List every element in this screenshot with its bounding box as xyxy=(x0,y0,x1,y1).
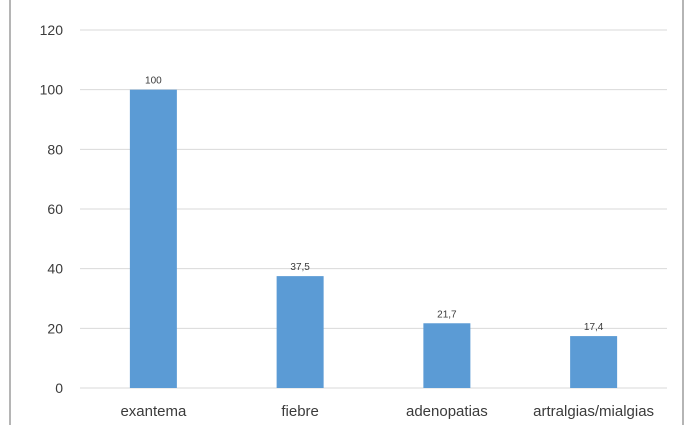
data-label: 17,4 xyxy=(584,322,604,333)
data-labels: 100 37,5 21,7 17,4 xyxy=(145,76,604,333)
y-tick-label: 100 xyxy=(40,82,64,98)
y-tick-label: 40 xyxy=(47,261,63,277)
bar xyxy=(423,323,471,388)
y-axis-ticks: 0 20 40 60 80 100 120 xyxy=(40,22,64,396)
data-label: 21,7 xyxy=(437,309,457,320)
y-tick-label: 120 xyxy=(40,22,64,38)
y-tick-label: 80 xyxy=(47,141,63,157)
bar xyxy=(276,276,324,388)
y-tick-label: 60 xyxy=(47,201,63,217)
bars xyxy=(129,89,618,389)
bar xyxy=(129,89,177,389)
x-axis-categories: exantema fiebre adenopatias artralgias/mial… xyxy=(120,403,654,420)
data-label: 37,5 xyxy=(290,262,310,273)
y-tick-label: 0 xyxy=(55,380,63,396)
category-label: artralgias/mialgias xyxy=(533,403,654,420)
category-label: fiebre xyxy=(281,403,319,420)
gridlines xyxy=(80,29,667,389)
category-label: exantema xyxy=(120,403,187,420)
category-label: adenopatias xyxy=(406,403,488,420)
bar xyxy=(570,336,618,388)
data-label: 100 xyxy=(145,76,162,87)
y-tick-label: 20 xyxy=(47,320,63,336)
